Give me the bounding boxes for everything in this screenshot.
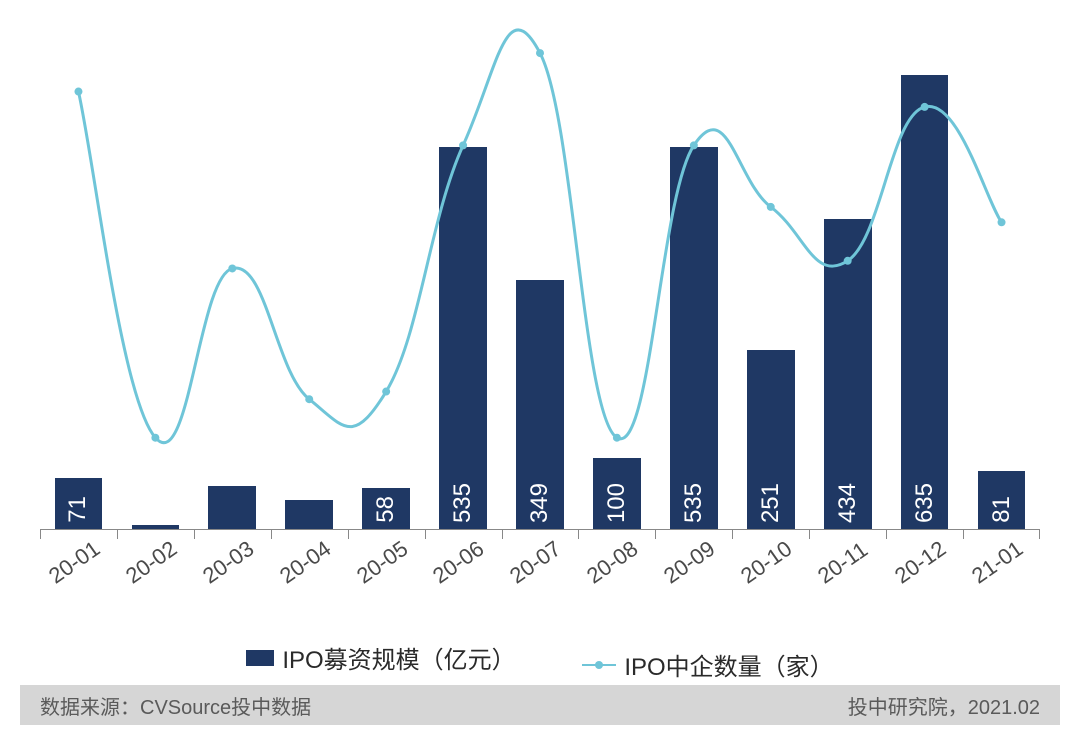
legend-bar-label: IPO募资规模（亿元） <box>282 640 515 675</box>
legend-line-label: IPO中企数量（家） <box>624 647 833 682</box>
line-marker <box>921 103 929 111</box>
x-tick <box>886 529 887 539</box>
x-axis-label: 20-01 <box>44 536 105 590</box>
x-axis-label: 20-05 <box>352 536 413 590</box>
bar-swatch-icon <box>246 650 274 666</box>
footer-attribution: 投中研究院，2021.02 <box>848 691 1040 720</box>
line-marker <box>228 264 236 272</box>
x-tick <box>1039 529 1040 539</box>
x-tick <box>117 529 118 539</box>
footer-bar: 数据来源：CVSource投中数据 投中研究院，2021.02 <box>20 685 1060 725</box>
x-tick <box>425 529 426 539</box>
x-tick <box>271 529 272 539</box>
legend-item-bar: IPO募资规模（亿元） <box>246 640 515 675</box>
x-tick <box>732 529 733 539</box>
x-tick <box>578 529 579 539</box>
footer-source: 数据来源：CVSource投中数据 <box>40 691 311 720</box>
line-series <box>78 30 1001 443</box>
x-tick <box>809 529 810 539</box>
x-axis-label: 21-01 <box>967 536 1028 590</box>
x-axis-label: 20-09 <box>659 536 720 590</box>
line-marker <box>536 49 544 57</box>
line-marker <box>459 141 467 149</box>
legend-item-line: IPO中企数量（家） <box>582 647 833 682</box>
line-swatch-icon <box>582 664 616 666</box>
x-axis-label: 20-06 <box>428 536 489 590</box>
chart-container: 7120-0120-0220-0320-045820-0553520-06349… <box>40 30 1040 590</box>
x-tick <box>655 529 656 539</box>
x-axis-label: 20-08 <box>582 536 643 590</box>
x-tick <box>40 529 41 539</box>
line-marker <box>690 141 698 149</box>
line-marker <box>844 257 852 265</box>
line-marker <box>305 395 313 403</box>
line-marker <box>382 388 390 396</box>
x-tick <box>348 529 349 539</box>
line-marker <box>151 434 159 442</box>
x-tick <box>194 529 195 539</box>
x-axis-label: 20-02 <box>121 536 182 590</box>
x-axis-label: 20-12 <box>890 536 951 590</box>
line-marker <box>998 218 1006 226</box>
x-axis-label: 20-03 <box>198 536 259 590</box>
line-marker <box>613 434 621 442</box>
x-axis-label: 20-07 <box>505 536 566 590</box>
line-overlay <box>40 30 1040 530</box>
line-marker <box>767 203 775 211</box>
x-tick <box>963 529 964 539</box>
x-axis-label: 20-04 <box>275 536 336 590</box>
x-tick <box>502 529 503 539</box>
legend: IPO募资规模（亿元） IPO中企数量（家） <box>0 640 1080 682</box>
x-axis-label: 20-10 <box>736 536 797 590</box>
line-marker <box>74 88 82 96</box>
x-axis-label: 20-11 <box>813 537 873 590</box>
